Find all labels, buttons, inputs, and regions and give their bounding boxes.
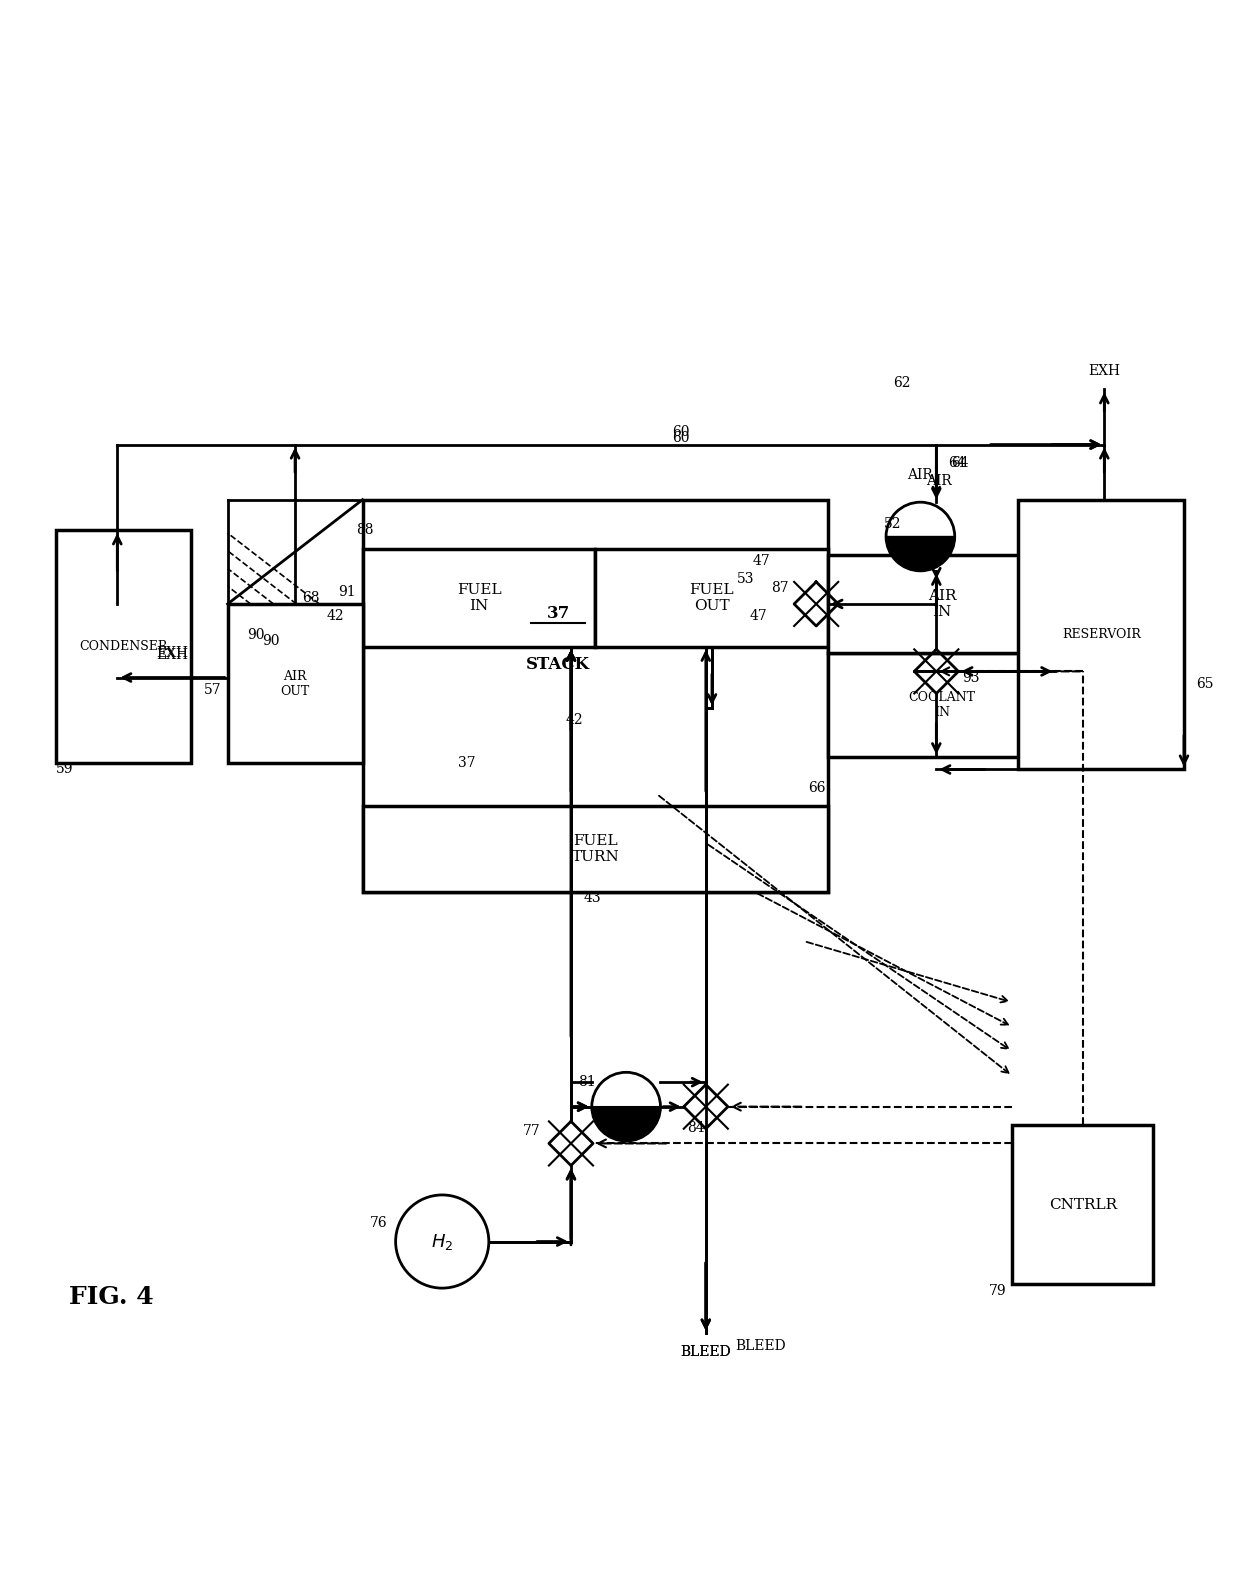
Bar	[828, 554, 1055, 653]
Text: 64: 64	[949, 456, 966, 470]
Text: 42: 42	[326, 610, 345, 622]
Bar	[828, 653, 1055, 757]
Text: 66: 66	[808, 781, 826, 796]
Text: AIR: AIR	[908, 468, 934, 483]
Text: 91: 91	[339, 584, 356, 599]
Bar	[362, 500, 828, 892]
Text: FUEL
IN: FUEL IN	[456, 583, 501, 613]
Text: AIR
OUT: AIR OUT	[280, 670, 310, 697]
Text: FIG. 4: FIG. 4	[69, 1285, 154, 1309]
Text: 87: 87	[771, 581, 789, 596]
Text: 57: 57	[203, 683, 222, 697]
Text: 47: 47	[753, 554, 770, 569]
Text: 68: 68	[303, 591, 320, 605]
Circle shape	[887, 502, 955, 570]
Text: $H_2$: $H_2$	[432, 1232, 454, 1251]
Text: COOLANT
IN: COOLANT IN	[909, 691, 976, 719]
Text: EXH: EXH	[1089, 364, 1120, 378]
Bar	[362, 549, 595, 646]
Text: CNTRLR: CNTRLR	[1049, 1197, 1117, 1212]
Polygon shape	[591, 1107, 661, 1140]
Text: EXH: EXH	[156, 648, 188, 662]
Text: STACK: STACK	[526, 656, 590, 673]
Text: 37: 37	[547, 605, 570, 622]
Text: 53: 53	[737, 572, 754, 586]
Text: FUEL
TURN: FUEL TURN	[572, 834, 619, 864]
Text: 59: 59	[56, 762, 73, 777]
Text: 88: 88	[356, 524, 374, 537]
Text: BLEED: BLEED	[735, 1339, 786, 1353]
Bar	[56, 530, 191, 764]
Text: 90: 90	[247, 627, 264, 642]
Text: RESERVOIR: RESERVOIR	[1061, 629, 1141, 642]
Text: CONDENSER: CONDENSER	[79, 640, 167, 653]
Text: BLEED: BLEED	[681, 1345, 732, 1359]
Text: 84: 84	[687, 1121, 706, 1134]
Text: FUEL
OUT: FUEL OUT	[689, 583, 734, 613]
Text: 60: 60	[672, 432, 689, 445]
Text: 42: 42	[565, 713, 583, 727]
Text: BLEED: BLEED	[681, 1345, 732, 1359]
Circle shape	[591, 1072, 661, 1142]
Text: 37: 37	[458, 756, 476, 770]
Bar	[1018, 500, 1184, 770]
Text: 64: 64	[951, 456, 968, 470]
Polygon shape	[887, 537, 955, 570]
Circle shape	[396, 1194, 489, 1288]
Text: 62: 62	[893, 376, 910, 391]
Bar	[362, 807, 828, 892]
Text: AIR: AIR	[926, 475, 951, 489]
Text: 81: 81	[578, 1075, 595, 1089]
Bar	[228, 603, 362, 764]
Text: EXH: EXH	[156, 646, 188, 661]
Text: 52: 52	[884, 518, 901, 532]
Text: 77: 77	[522, 1124, 541, 1139]
Text: 79: 79	[988, 1283, 1006, 1297]
Bar	[1012, 1124, 1153, 1285]
Text: 43: 43	[583, 891, 601, 905]
Text: 93: 93	[962, 670, 980, 684]
Text: 90: 90	[262, 634, 279, 648]
Bar	[595, 549, 828, 646]
Text: 60: 60	[672, 426, 689, 440]
Text: 65: 65	[1197, 676, 1214, 691]
Text: 76: 76	[370, 1216, 387, 1231]
Text: 47: 47	[749, 610, 768, 622]
Text: AIR
IN: AIR IN	[928, 589, 956, 619]
